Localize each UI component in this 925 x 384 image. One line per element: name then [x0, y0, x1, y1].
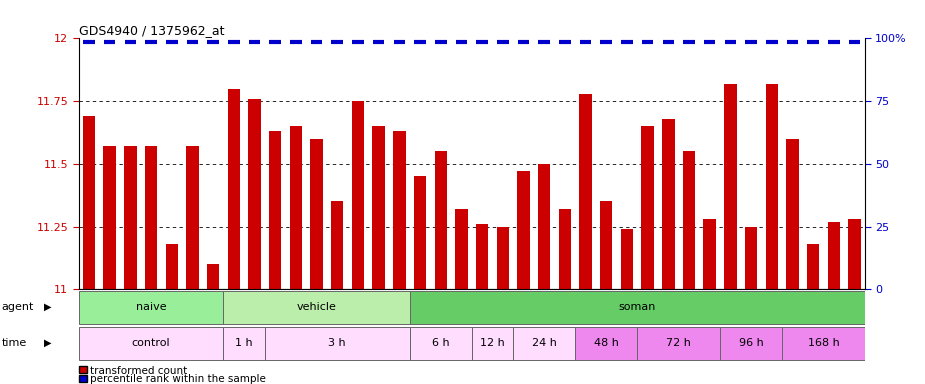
Bar — [311, 139, 323, 289]
Bar — [373, 126, 385, 289]
Bar — [393, 131, 405, 289]
Bar — [579, 94, 592, 289]
Bar — [413, 176, 426, 289]
Bar — [641, 126, 654, 289]
Bar — [724, 84, 736, 289]
Text: 72 h: 72 h — [666, 338, 691, 348]
Bar — [455, 209, 468, 289]
Bar — [166, 244, 178, 289]
Bar — [265, 326, 410, 359]
Bar — [704, 219, 716, 289]
Bar — [683, 151, 696, 289]
Bar — [224, 291, 410, 324]
Bar — [828, 222, 840, 289]
Bar — [269, 131, 281, 289]
Bar — [79, 326, 224, 359]
Bar — [124, 146, 137, 289]
Bar — [186, 146, 199, 289]
Bar — [848, 219, 861, 289]
Bar — [786, 139, 798, 289]
Bar — [637, 326, 720, 359]
Bar — [145, 146, 157, 289]
Text: 12 h: 12 h — [480, 338, 505, 348]
Text: ▶: ▶ — [44, 338, 52, 348]
Text: 168 h: 168 h — [808, 338, 839, 348]
Bar — [662, 119, 674, 289]
Bar — [472, 326, 513, 359]
Bar — [745, 227, 758, 289]
Bar — [807, 244, 820, 289]
Bar — [352, 101, 364, 289]
Text: vehicle: vehicle — [297, 302, 337, 312]
Bar — [517, 171, 530, 289]
Text: 96 h: 96 h — [739, 338, 763, 348]
Text: control: control — [131, 338, 170, 348]
Text: agent: agent — [2, 302, 34, 312]
Bar — [104, 146, 116, 289]
Bar — [720, 326, 783, 359]
Bar — [600, 202, 612, 289]
Bar — [410, 291, 865, 324]
Bar — [435, 151, 447, 289]
Bar — [224, 326, 265, 359]
Bar — [290, 126, 302, 289]
Bar — [538, 164, 550, 289]
Bar — [475, 224, 488, 289]
Bar — [783, 326, 865, 359]
Bar — [766, 84, 778, 289]
Bar — [575, 326, 637, 359]
Bar — [497, 227, 509, 289]
Text: 48 h: 48 h — [594, 338, 619, 348]
Text: 1 h: 1 h — [235, 338, 253, 348]
Text: GDS4940 / 1375962_at: GDS4940 / 1375962_at — [79, 24, 224, 37]
Bar — [82, 116, 95, 289]
Text: 24 h: 24 h — [532, 338, 557, 348]
Bar — [410, 326, 472, 359]
Bar — [513, 326, 575, 359]
Text: 3 h: 3 h — [328, 338, 346, 348]
Bar — [79, 291, 224, 324]
Text: 6 h: 6 h — [432, 338, 450, 348]
Bar — [621, 229, 633, 289]
Bar — [331, 202, 343, 289]
Text: percentile rank within the sample: percentile rank within the sample — [90, 374, 265, 384]
Bar — [248, 99, 261, 289]
Text: soman: soman — [619, 302, 656, 312]
Text: naive: naive — [136, 302, 166, 312]
Bar — [207, 264, 219, 289]
Text: transformed count: transformed count — [90, 366, 187, 376]
Bar — [228, 89, 240, 289]
Text: ▶: ▶ — [44, 302, 52, 312]
Text: time: time — [2, 338, 27, 348]
Bar — [559, 209, 571, 289]
